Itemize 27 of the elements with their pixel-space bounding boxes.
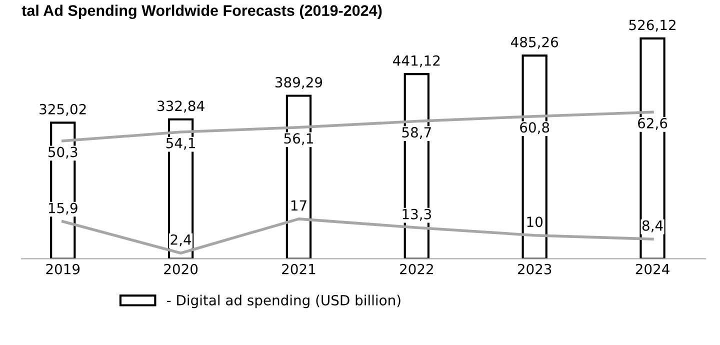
x-tick-label: 2023 [518,264,552,274]
legend-label: - Digital ad spending (USD billion) [166,294,400,308]
data-label: 332,84 [158,100,204,113]
x-tick-label: 2021 [282,264,316,274]
data-label: 60,8 [520,122,550,134]
x-tick-label: 2022 [400,264,433,274]
data-label: 58,7 [402,127,431,139]
chart-title: tal Ad Spending Worldwide Forecasts (2019-2024) [22,4,382,20]
data-label: 13,3 [402,208,432,221]
data-label: 2,4 [170,234,192,246]
data-label: 17 [291,200,306,210]
data-label: 325,02 [40,104,86,116]
data-label: 8,4 [642,220,663,232]
data-label: 526,12 [629,20,676,32]
data-label: 485,26 [510,36,558,49]
bar [640,37,666,259]
data-label: 389,29 [276,77,322,89]
data-label: 56,1 [284,133,313,146]
x-tick-label: 2020 [164,264,198,274]
data-label: 10 [527,216,543,228]
x-tick-label: 2024 [636,264,670,274]
data-label: 54,1 [166,138,195,150]
data-label: 441,12 [393,55,440,68]
data-label: 15,9 [48,202,78,215]
data-label: 62,6 [638,118,668,130]
x-tick-label: 2019 [46,264,80,274]
data-label: 50,3 [48,146,78,159]
